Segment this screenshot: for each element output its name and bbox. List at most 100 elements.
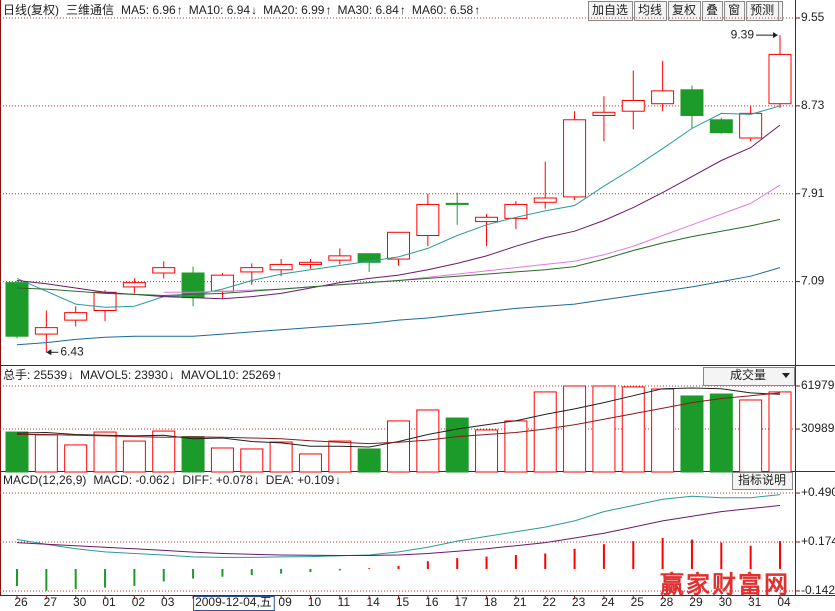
volume-bar	[240, 448, 264, 473]
ma-line	[16, 267, 781, 346]
legend-entry: DIFF: +0.078	[182, 473, 253, 487]
watermark: 赢家财富网	[660, 570, 790, 598]
y-tick-label: 7.09	[801, 274, 825, 288]
x-tick-label: 25	[631, 595, 645, 609]
trend-arrow: ↓	[68, 368, 74, 382]
toolbar-label[interactable]: 叠	[706, 3, 718, 17]
annotation-label: 6.43	[60, 344, 84, 358]
candle-body	[563, 119, 587, 198]
x-tick-label: 21	[513, 595, 527, 609]
candle-body	[328, 255, 352, 261]
volume-bar	[152, 430, 176, 473]
x-tick-label: 31	[748, 595, 762, 609]
x-tick-label: 14	[366, 595, 380, 609]
volume-bar	[533, 391, 557, 473]
volume-bar	[5, 431, 29, 473]
volume-bar	[93, 431, 117, 473]
trend-arrow: ↓	[170, 473, 176, 487]
x-tick-label: 23	[572, 595, 586, 609]
x-tick-label: 30	[719, 595, 733, 609]
trend-arrow: ↓	[169, 368, 175, 382]
volume-bar	[181, 436, 205, 473]
volume-bar	[122, 440, 146, 473]
trend-arrow: ↑	[474, 3, 480, 17]
candle-body	[298, 261, 322, 265]
legend-entry: MA20: 6.99	[263, 3, 325, 17]
ma-line	[16, 494, 781, 558]
x-tick-label: 27	[44, 595, 58, 609]
annotation-label: 9.39	[731, 27, 755, 41]
volume-bar	[709, 393, 733, 473]
indicator-dropdown[interactable]	[703, 367, 795, 386]
x-tick-label: 22	[543, 595, 557, 609]
x-tick-label: 11	[338, 595, 351, 609]
candle-body	[5, 282, 29, 337]
indicator-help-button[interactable]	[732, 472, 793, 490]
toolbar-label[interactable]: 均线	[638, 3, 662, 17]
toolbar-button[interactable]	[702, 1, 724, 21]
volume-bar	[328, 440, 352, 473]
volume-bar	[475, 429, 499, 473]
volume-bar	[504, 420, 528, 473]
x-tick-label: 28	[660, 595, 674, 609]
legend-entry: MA60: 6.58	[412, 3, 474, 17]
y-tick-label: 9.55	[801, 10, 825, 24]
volume-bar	[64, 444, 88, 473]
candle-body	[768, 53, 792, 105]
toolbar-label[interactable]: 加自选	[592, 3, 628, 17]
annotation-arrowhead	[773, 32, 778, 39]
candle-body	[34, 327, 58, 335]
toolbar-label[interactable]: 预测	[750, 3, 774, 17]
volume-bar	[387, 420, 410, 473]
trend-arrow: ↑	[325, 3, 331, 17]
x-tick-label: 29	[689, 595, 703, 609]
y-tick-label: -0.142	[801, 583, 835, 597]
toolbar-label[interactable]: 窗	[728, 3, 740, 17]
x-tick-label: 24	[601, 595, 615, 609]
candle-body	[621, 100, 645, 112]
chart-title: 日线(复权)	[3, 3, 59, 17]
legend-entry: MAVOL5: 23930	[80, 368, 168, 382]
toolbar-button[interactable]	[746, 1, 780, 21]
candle-body	[152, 267, 176, 274]
x-tick-label: 17	[455, 595, 469, 609]
toolbar-button[interactable]	[634, 1, 668, 21]
legend-entry: MAVOL10: 25269	[181, 368, 276, 382]
trend-arrow: ↑	[400, 3, 406, 17]
volume-bar	[768, 391, 792, 473]
ma-line	[16, 105, 781, 308]
toolbar-label[interactable]: 复权	[672, 3, 696, 17]
candle-body	[504, 203, 528, 219]
legend-entry: DEA: +0.109	[266, 473, 335, 487]
x-tick-label: 02	[132, 595, 146, 609]
ma-line	[16, 218, 781, 297]
y-tick-label: 30989	[801, 421, 835, 435]
toolbar-button[interactable]	[724, 1, 746, 21]
volume-bar	[357, 448, 381, 473]
volume-bar	[592, 385, 616, 473]
indicator-help-label[interactable]: 指标说明	[738, 472, 786, 487]
volume-bar	[210, 447, 234, 473]
candle-body	[709, 119, 733, 134]
indicator-title: MACD(12,26,9)	[3, 473, 86, 487]
candle-body	[240, 267, 264, 273]
volume-bar	[680, 395, 704, 473]
y-tick-label: +0.174	[801, 534, 835, 548]
legend-entry: MA5: 6.96	[121, 3, 176, 17]
candle-body	[357, 253, 381, 263]
annotation-arrowhead	[46, 349, 52, 356]
x-tick-label: 15	[396, 595, 410, 609]
trend-arrow: ↑	[276, 368, 282, 382]
trend-arrow: ↑	[177, 3, 183, 17]
toolbar-button[interactable]	[588, 1, 634, 21]
candle-body	[269, 263, 293, 271]
volume-bar	[621, 386, 645, 473]
trend-arrow: ↓	[254, 473, 260, 487]
volume-bar	[34, 434, 58, 473]
toolbar-button[interactable]	[668, 1, 702, 21]
indicator-dropdown-label[interactable]: 成交量	[730, 367, 766, 382]
x-tick-label: 03	[161, 595, 175, 609]
candle-body	[533, 197, 557, 203]
